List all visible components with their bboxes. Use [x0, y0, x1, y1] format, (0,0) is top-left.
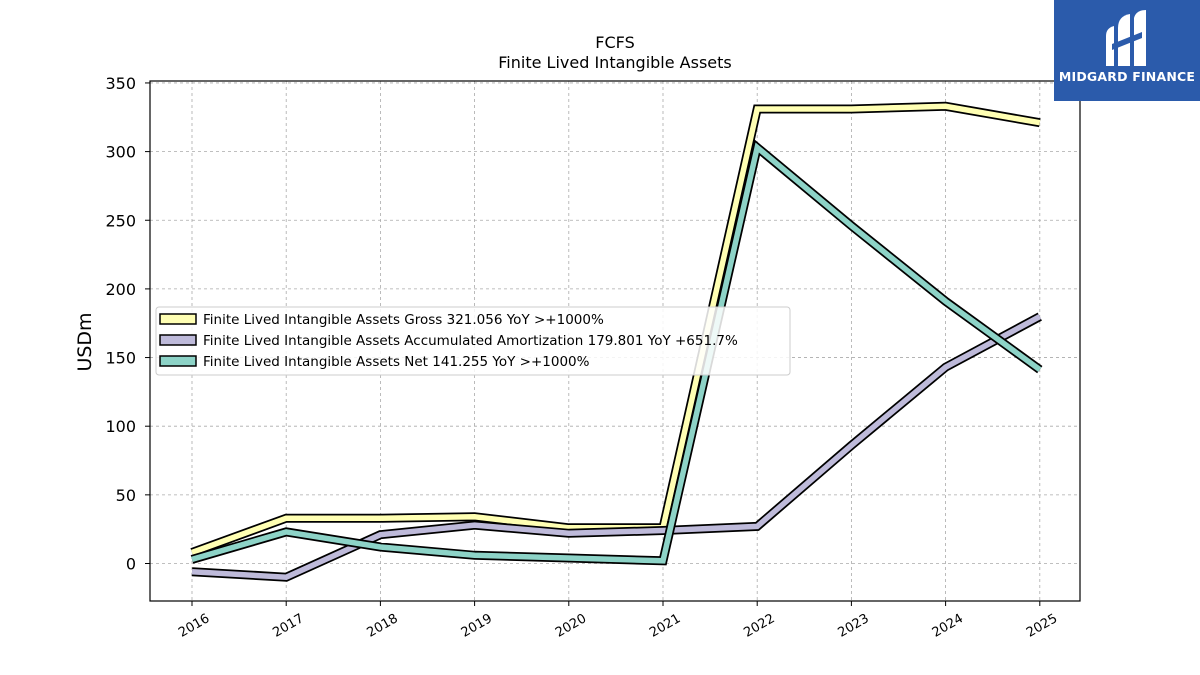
x-tick-label: 2022	[741, 611, 777, 641]
midgard-logo-icon	[1106, 10, 1146, 66]
y-tick-label: 350	[105, 74, 136, 93]
x-tick-label: 2017	[270, 611, 306, 641]
y-axis-label: USDm	[74, 312, 96, 371]
legend-label: Finite Lived Intangible Assets Accumulat…	[203, 333, 738, 349]
series-lines	[190, 101, 1043, 582]
legend-label: Finite Lived Intangible Assets Gross 321…	[203, 312, 604, 328]
x-tick-label: 2016	[176, 611, 212, 641]
y-tick-label: 150	[105, 349, 136, 368]
plot-frame	[149, 80, 1081, 602]
x-tick-label: 2019	[459, 611, 495, 641]
y-tick-label: 300	[105, 143, 136, 162]
y-tick-label: 250	[105, 211, 136, 230]
series-line-3	[191, 142, 1042, 564]
y-tick-label: 200	[105, 280, 136, 299]
legend-swatch	[159, 334, 197, 346]
chart-subtitle: Finite Lived Intangible Assets	[498, 53, 731, 72]
x-tick-label: 2023	[836, 611, 872, 641]
x-tick-label: 2024	[930, 611, 966, 641]
x-tick-label: 2018	[365, 611, 401, 641]
series-line-2	[191, 314, 1042, 580]
y-tick-label: 0	[126, 555, 136, 574]
y-tick-label: 50	[116, 486, 136, 505]
legend: Finite Lived Intangible Assets Gross 321…	[155, 306, 791, 376]
legend-label: Finite Lived Intangible Assets Net 141.2…	[203, 354, 590, 370]
x-axis: 2016 2017 2018 2019 2020 2021 2022 2023 2024 2025	[176, 601, 1060, 641]
brand-name: MIDGARD FINANCE	[1058, 69, 1196, 84]
y-tick-label: 100	[105, 417, 136, 436]
y-axis: 0 50 100 150 200 250 300 350	[105, 74, 150, 574]
x-tick-label: 2025	[1024, 611, 1060, 641]
legend-swatch	[159, 313, 197, 325]
chart-title: FCFS	[595, 33, 634, 52]
x-tick-label: 2020	[553, 611, 589, 641]
legend-box	[155, 306, 791, 376]
x-tick-label: 2021	[647, 611, 683, 641]
legend-swatch	[159, 355, 197, 367]
brand-logo: MIDGARD FINANCE	[1054, 0, 1200, 101]
